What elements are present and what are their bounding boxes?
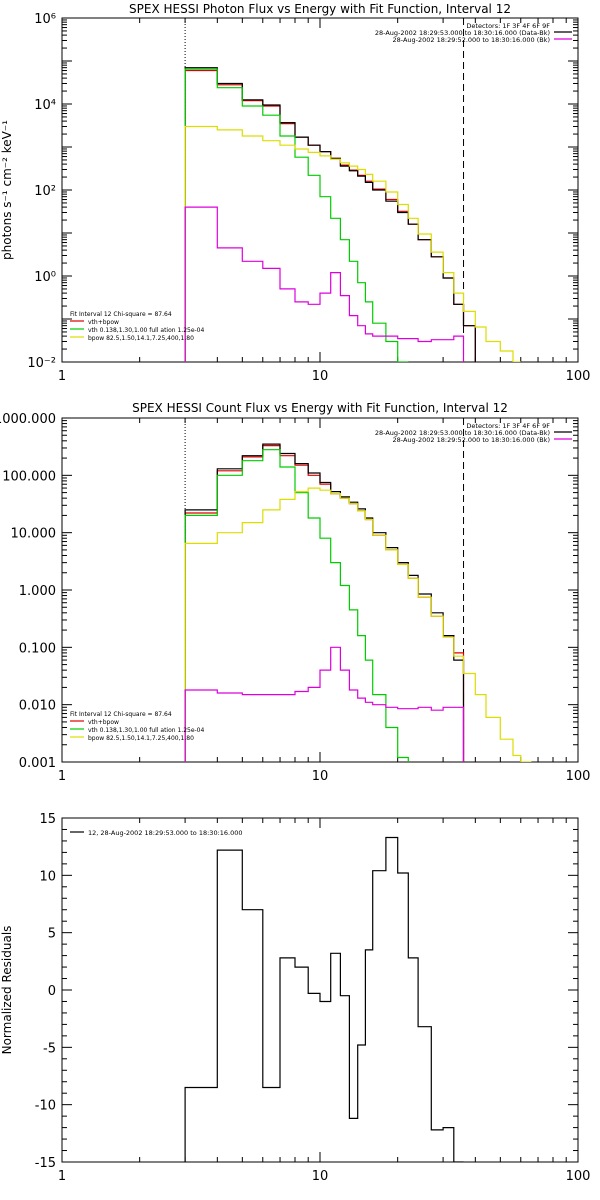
y-axis-label: Normalized Residuals [0, 926, 14, 1055]
y-tick-label: 1000.000 [0, 412, 56, 427]
y-tick-label: -10 [35, 1099, 56, 1114]
series-bk-line [184, 646, 465, 762]
legend-entry-text: vth+bpow [88, 719, 119, 726]
x-tick-label: 10 [312, 769, 329, 784]
series-vth-line [184, 449, 409, 762]
legend-entry-text: vth+bpow [88, 319, 119, 326]
chart-title: SPEX HESSI Photon Flux vs Energy with Fi… [129, 2, 511, 16]
photon-flux-panel: SPEX HESSI Photon Flux vs Energy with Fi… [0, 2, 590, 384]
legend-entry-text: Fit Interval 12 Chi-square = 87.64 [70, 311, 172, 318]
legend-entry-text: 28-Aug-2002 18:29:52.000 to 18:30:16.000… [393, 36, 550, 44]
series-data-bk-line [184, 443, 465, 762]
y-tick-label: 0 [48, 984, 56, 999]
y-tick-label: -5 [43, 1041, 56, 1056]
series-12-28-aug-2002-18-29-53-000-to-18-30-16-000-line [184, 836, 464, 1162]
x-tick-label: 10 [312, 1169, 329, 1184]
y-tick-label: 5 [48, 927, 56, 942]
y-tick-label: 10² [34, 184, 56, 199]
plot-frame [61, 817, 579, 1163]
x-tick-label: 100 [566, 769, 591, 784]
x-tick-label: 1 [58, 1169, 66, 1184]
legend-entry-text: vth 0.138,1.30,1.00 full ation 1.25e-04 [88, 727, 204, 734]
y-tick-label: 0.010 [19, 699, 56, 714]
legend-entry-text: Detectors: 1F 3F 4F 6F 9F [466, 22, 550, 30]
y-tick-label: 10⁰ [34, 270, 56, 285]
y-tick-label: 0.001 [19, 756, 56, 771]
x-tick-label: 100 [566, 369, 591, 384]
chart-title: SPEX HESSI Count Flux vs Energy with Fit… [132, 401, 508, 415]
y-tick-label: 15 [39, 812, 56, 827]
y-tick-label: 1.000 [19, 584, 56, 599]
legend-entry-text: 28-Aug-2002 18:29:52.000 to 18:30:16.000… [393, 436, 550, 444]
residuals-panel: Normalized Residuals 1 10 100 -15 -10 -5 0 5 10 15… [0, 812, 590, 1184]
series-data-bk-line [184, 67, 476, 362]
legend-entry-text: Detectors: 1F 3F 4F 6F 9F [466, 422, 550, 430]
y-tick-label: 10⁴ [34, 98, 56, 113]
series-vth-line [184, 68, 409, 362]
series-bpow-line [184, 487, 532, 762]
series-bk-line [184, 206, 465, 362]
y-axis-label: photons s⁻¹ cm⁻² keV⁻¹ [0, 120, 14, 260]
y-tick-label: 10 [39, 869, 56, 884]
series-vth-bpow-line [184, 445, 465, 762]
x-tick-label: 1 [58, 369, 66, 384]
legend-entry-text: Fit Interval 12 Chi-square = 87.64 [70, 711, 172, 718]
legend-entry-text: 28-Aug-2002 18:29:53.000 to 18:30:16.000… [375, 29, 550, 37]
legend-entry-text: 28-Aug-2002 18:29:53.000 to 18:30:16.000… [375, 429, 550, 437]
y-tick-label: 10⁻² [27, 356, 56, 371]
y-tick-label: 10.000 [11, 527, 57, 542]
y-tick-label: 100.000 [2, 469, 56, 484]
y-tick-label: 0.100 [19, 641, 56, 656]
count-flux-panel: SPEX HESSI Count Flux vs Energy with Fit… [0, 401, 590, 784]
y-tick-label: -15 [35, 1156, 56, 1171]
y-tick-label: 10⁶ [34, 12, 56, 27]
x-tick-label: 10 [312, 369, 329, 384]
series-bpow-line [184, 125, 521, 362]
x-tick-label: 1 [58, 769, 66, 784]
legend-entry-text: bpow 82.5,1.50,14.1,7.25,400,1.80 [88, 735, 194, 742]
legend-entry-text: vth 0.138,1.30,1.00 full ation 1.25e-04 [88, 327, 204, 334]
legend-entry-text: bpow 82.5,1.50,14.1,7.25,400,1.80 [88, 335, 194, 342]
legend-entry-text: 12, 28-Aug-2002 18:29:53.000 to 18:30:16… [88, 829, 243, 837]
x-tick-label: 100 [566, 1169, 591, 1184]
